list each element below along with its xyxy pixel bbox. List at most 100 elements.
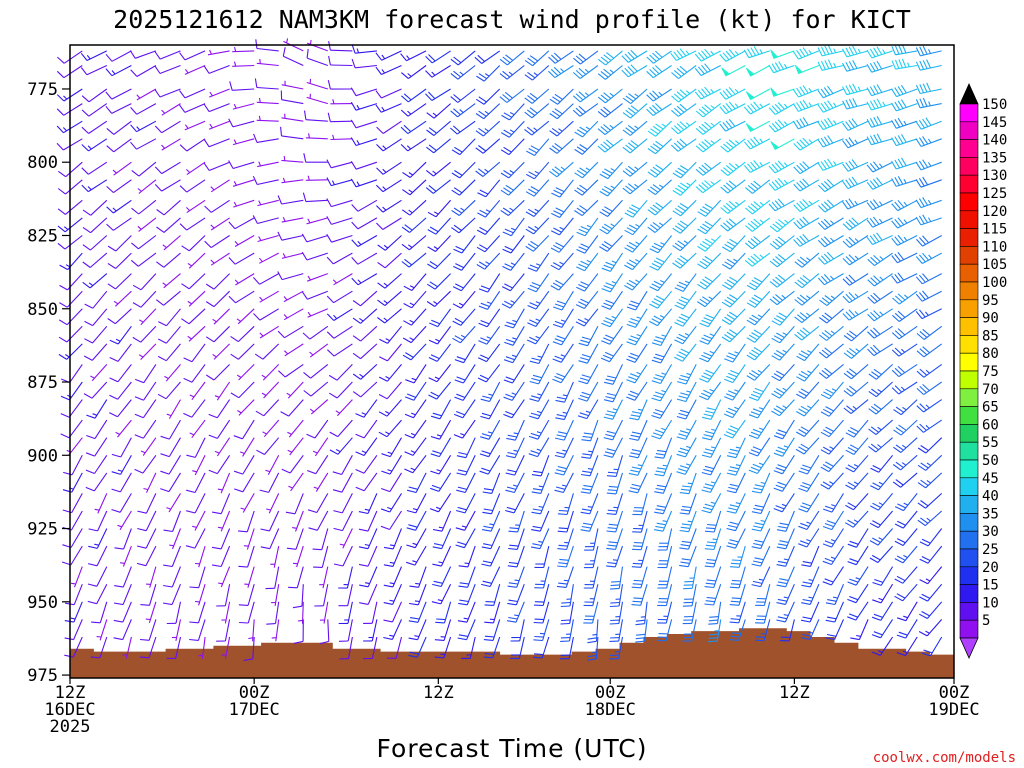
barb-staff [274,601,280,624]
barb-staff [435,235,452,252]
wind-barb [94,493,108,514]
barb-staff [210,179,230,193]
wind-barb [192,455,206,476]
barb-feather [430,391,440,397]
barb-half-feather [586,224,592,228]
wind-barb [86,419,108,440]
barb-staff [148,636,157,658]
barb-feather [503,379,513,384]
barb-feather [576,231,586,237]
barb-feather [577,318,587,324]
wind-barb [452,308,476,326]
barb-half-feather [558,128,563,132]
wind-barb [408,636,427,658]
barb-staff [490,528,501,549]
wind-barb [252,215,279,225]
barb-feather [431,484,441,490]
barb-feather [57,242,66,250]
barb-feather [526,173,535,180]
barb-half-feather [113,300,119,305]
barb-staff [232,161,255,170]
barb-feather [483,656,493,659]
barb-feather [106,185,114,194]
barb-feather [578,105,587,113]
barb-staff [159,50,181,60]
barb-half-feather [512,484,518,487]
wind-barb [212,308,230,325]
wind-barb [501,103,525,121]
barb-feather [57,225,66,233]
barb-feather [233,435,243,440]
barb-half-feather [308,133,310,139]
barb-feather [327,349,335,357]
barb-staff [220,545,231,567]
barb-staff [310,381,329,397]
barb-feather [452,337,461,344]
wind-barb [130,65,157,77]
barb-staff [407,120,427,135]
wind-barb [457,601,476,623]
wind-barb [425,50,451,64]
wind-barb [84,325,108,344]
barb-half-feather [410,412,416,416]
barb-feather [154,89,161,98]
wind-barb [203,103,230,113]
barb-staff [381,64,402,76]
wind-barb [280,399,304,417]
barb-feather [479,226,488,233]
barb-half-feather [459,109,464,114]
barb-feather [480,415,490,420]
barb-half-feather [437,599,443,602]
wind-barb [254,78,279,90]
wind-barb [578,381,599,402]
wind-barb [502,252,525,271]
barb-feather [572,109,581,117]
wind-barb [238,584,255,606]
wind-barb [84,308,108,327]
barb-staff [590,419,599,441]
barb-half-feather [560,68,565,73]
barb-staff [408,252,427,268]
barb-staff [483,88,501,105]
barb-half-feather [560,354,566,357]
barb-half-feather [332,279,337,284]
barb-staff [462,419,476,439]
wind-barb [292,510,304,532]
barb-feather [478,145,487,152]
barb-staff [416,636,427,658]
barb-half-feather [162,244,167,249]
barb-staff [554,65,574,79]
wind-barb [109,364,132,383]
wind-barb [154,64,181,75]
barb-feather [508,599,518,603]
barb-staff [140,308,157,326]
barb-feather [64,654,74,658]
barb-half-feather [511,392,517,396]
wind-barb [131,235,157,250]
wind-barb [426,120,451,136]
barb-staff [186,179,206,193]
wind-barb [183,343,206,363]
barb-feather [109,394,118,400]
barb-feather [529,107,538,114]
barb-half-feather [364,508,370,511]
wind-barb [548,65,574,79]
barb-staff [213,273,230,290]
barb-half-feather [356,48,360,54]
barb-staff [584,235,599,254]
barb-feather [243,658,253,661]
barb-half-feather [461,525,467,528]
wind-barb [501,290,525,309]
barb-half-feather [535,335,541,339]
barb-staff [367,493,378,514]
barb-half-feather [433,246,439,250]
barb-staff [301,584,304,607]
wind-barb [584,528,599,551]
barb-feather [581,353,591,358]
barb-feather [429,226,439,233]
wind-barb [212,343,230,360]
wind-barb [458,584,476,606]
wind-barb [549,138,574,154]
barb-feather [478,261,488,268]
barb-staff [510,273,525,292]
